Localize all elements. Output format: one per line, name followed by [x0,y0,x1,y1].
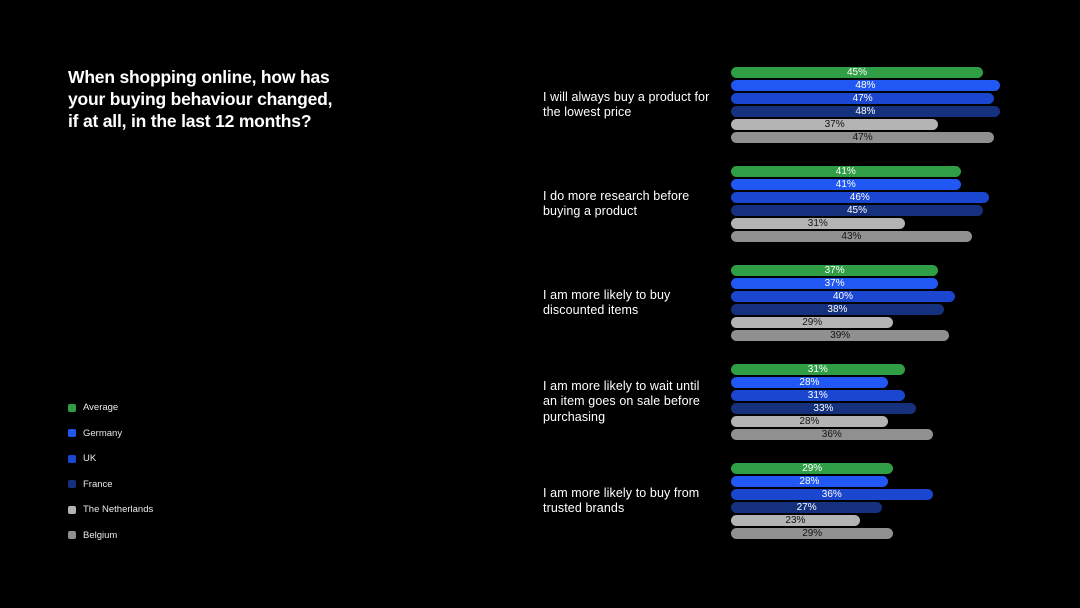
bar-germany: 41% [731,179,961,190]
bar-uk: 31% [731,390,905,401]
bar-average: 29% [731,463,894,474]
legend-item-the-netherlands: The Netherlands [68,505,153,514]
bar-uk: 40% [731,291,955,302]
bar-germany: 48% [731,80,1000,91]
bar-belgium: 47% [731,132,995,143]
bar-stack: 31% 28% 31% 33% 28% 36% [731,364,933,440]
chart-group: I will always buy a product for the lowe… [543,67,1073,143]
page-title: When shopping online, how has your buyin… [68,66,368,132]
bar-average: 41% [731,166,961,177]
chart-group: I am more likely to buy discounted items… [543,265,1073,341]
bar-stack: 29% 28% 36% 27% 23% 29% [731,463,933,539]
bar-average: 45% [731,67,983,78]
legend-swatch-icon [68,454,76,463]
legend-label: Average [83,402,119,413]
bar-the-netherlands: 37% [731,119,939,130]
bar-belgium: 29% [731,528,894,539]
legend-swatch-icon [68,505,76,514]
category-label: I do more research before buying a produ… [543,188,690,219]
bar-the-netherlands: 29% [731,317,894,328]
legend-label: France [83,478,113,490]
bar-france: 27% [731,502,883,513]
bar-the-netherlands: 31% [731,218,905,229]
legend-label: Belgium [83,529,118,541]
bar-france: 45% [731,205,983,216]
legend-item-average: Average [68,403,153,412]
legend-swatch-icon [68,429,76,437]
title-line-2: your buying behaviour changed, [68,89,333,109]
title-line-1: When shopping online, how has [68,67,330,87]
title-line-3: if at all, in the last 12 months? [68,111,312,131]
bar-belgium: 36% [731,429,933,440]
chart-group: I am more likely to buy from trusted bra… [543,463,1073,539]
bar-chart: I will always buy a product for the lowe… [543,67,1073,539]
bar-the-netherlands: 23% [731,515,860,526]
bar-uk: 47% [731,93,995,104]
category-label: I am more likely to buy from trusted bra… [543,485,700,516]
legend-item-germany: Germany [68,427,153,439]
bar-uk: 36% [731,489,933,500]
category-label: I am more likely to wait until an item g… [543,378,700,424]
bar-the-netherlands: 28% [731,416,888,427]
bar-france: 33% [731,403,916,414]
bar-average: 37% [731,265,939,276]
bar-belgium: 39% [731,330,950,341]
bar-belgium: 43% [731,231,972,242]
category-label: I will always buy a product for the lowe… [543,89,710,120]
bar-uk: 46% [731,192,989,203]
legend-swatch-icon [68,403,76,412]
legend-item-france: France [68,478,153,490]
bar-france: 38% [731,304,944,315]
legend-label: Germany [83,427,123,439]
legend-swatch-icon [68,531,76,539]
legend-item-uk: UK [68,454,153,463]
chart-legend: Average Germany UK France The Netherlands Bel… [68,403,153,556]
bar-stack: 41% 41% 46% 45% 31% 43% [731,166,989,242]
bar-germany: 28% [731,377,888,388]
bar-germany: 28% [731,476,888,487]
chart-group: I am more likely to wait until an item g… [543,364,1073,440]
bar-stack: 45% 48% 47% 48% 37% 47% [731,67,1000,143]
legend-item-belgium: Belgium [68,529,153,541]
bar-france: 48% [731,106,1000,117]
legend-swatch-icon [68,480,76,488]
chart-group: I do more research before buying a produ… [543,166,1073,242]
bar-germany: 37% [731,278,939,289]
legend-label: The Netherlands [83,504,154,515]
bar-average: 31% [731,364,905,375]
category-label: I am more likely to buy discounted items [543,287,671,318]
legend-label: UK [83,453,97,464]
bar-stack: 37% 37% 40% 38% 29% 39% [731,265,955,341]
